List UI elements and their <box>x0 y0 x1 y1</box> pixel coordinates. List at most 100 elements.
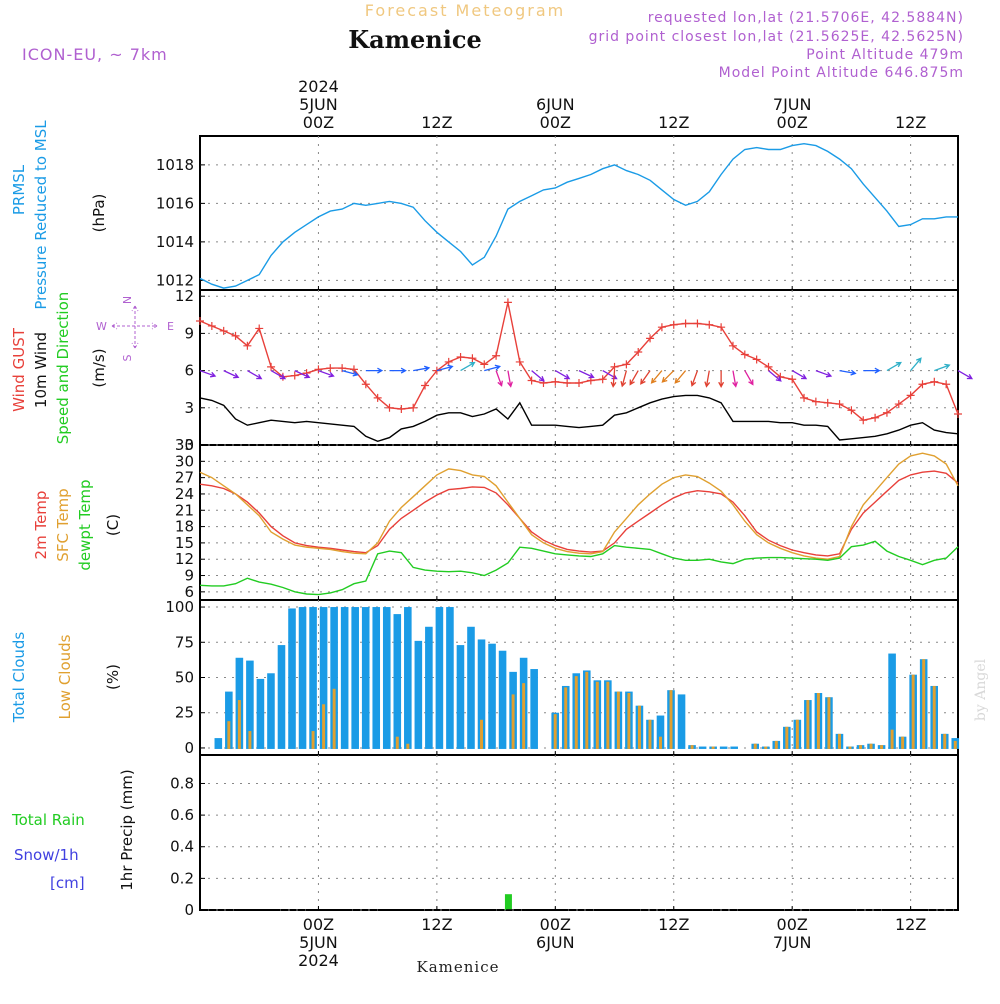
total-cloud-bar <box>530 669 538 749</box>
gust-marker <box>575 379 583 387</box>
temperature-series-dewpt-temp <box>199 540 959 596</box>
gust-marker <box>681 319 690 328</box>
total-cloud-bar <box>298 607 307 749</box>
gust-marker <box>421 381 430 390</box>
low-cloud-bar <box>943 733 947 749</box>
wind-direction-arrow <box>620 370 628 388</box>
wind-direction-arrow <box>744 370 754 386</box>
low-cloud-bar <box>332 688 336 749</box>
bottom-date-label: 6JUN <box>536 933 575 952</box>
panel-precipitation: 0 0.2 0.4 0.6 0.8 <box>170 754 959 919</box>
gust-marker <box>610 362 619 371</box>
wind-direction-arrow <box>957 370 974 380</box>
panel-labels: PRMSL Pressure Reduced to MSL (hPa) Wind GU… <box>10 120 174 892</box>
total-clouds-label: Total Clouds <box>10 632 28 724</box>
wind-gust-label: Wind GUST <box>10 327 28 412</box>
gust-marker <box>906 391 915 400</box>
gust-marker <box>551 377 560 386</box>
model-altitude: Model Point Altitude 646.875m <box>719 65 964 81</box>
low-cloud-bar <box>932 685 936 749</box>
gust-marker <box>361 380 370 389</box>
low-cloud-bar <box>901 736 905 749</box>
temperature-frame <box>199 444 959 601</box>
total-cloud-bar <box>225 691 233 749</box>
gust-marker <box>290 371 299 380</box>
pressure-frame <box>199 135 959 291</box>
wind-direction-arrow <box>223 370 240 379</box>
gust-marker <box>634 348 643 356</box>
total-cloud-bar <box>372 607 381 749</box>
wind-direction-arrow <box>718 370 725 388</box>
wind-ytick-label: 0 <box>184 436 194 454</box>
gust-marker <box>385 403 394 412</box>
total-cloud-bar <box>351 607 359 749</box>
gust-marker <box>657 323 666 332</box>
low-cloud-bar <box>911 674 915 749</box>
wind-direction-arrow <box>815 369 833 378</box>
low-cloud-bar <box>890 729 894 749</box>
top-time-tick: 12Z <box>895 113 926 132</box>
temp-ylabel: (C) <box>104 514 122 536</box>
temperature-ytick-label: 27 <box>175 469 194 487</box>
low-cloud-bar <box>522 683 526 749</box>
gust-marker <box>882 408 891 417</box>
pressure-ylabel: (hPa) <box>90 194 108 233</box>
gust-marker <box>942 380 951 389</box>
bottom-time-tick: 00Z <box>777 915 808 934</box>
temperature-ytick-label: 33 <box>175 436 194 454</box>
total-cloud-bar <box>435 607 444 749</box>
gust-marker <box>207 321 216 330</box>
gust-marker <box>326 364 335 373</box>
gust-marker <box>740 350 749 359</box>
low-cloud-bar <box>511 694 515 749</box>
temperature-ytick-label: 9 <box>184 567 194 585</box>
total-cloud-bar <box>467 626 475 749</box>
gust-marker <box>468 354 477 363</box>
gust-marker <box>243 341 252 350</box>
gust-marker <box>563 379 572 387</box>
low-cloud-bar <box>774 740 778 749</box>
bottom-year-label: 2024 <box>298 951 339 970</box>
total-cloud-bar <box>361 607 370 749</box>
gust-marker <box>646 334 655 343</box>
temp-sfc-label: SFC Temp <box>54 488 72 561</box>
wind-ytick-label: 12 <box>175 287 194 305</box>
temp-2m-label: 2m Temp <box>32 491 50 560</box>
wind-series-wind-gust <box>199 302 959 421</box>
panel-wind: 0 3 6 9 12 <box>175 287 974 454</box>
low-cloud-bar <box>637 705 641 749</box>
compass-s: S <box>121 354 134 361</box>
low-cloud-bar <box>616 691 620 749</box>
low-cloud-bar <box>248 731 252 749</box>
wind-series-10m-wind <box>199 394 959 443</box>
precipitation-frame <box>199 754 959 911</box>
top-time-tick: 12Z <box>658 113 689 132</box>
wind-direction-arrow <box>531 370 545 382</box>
top-time-tick: 00Z <box>777 113 808 132</box>
total-cloud-bar <box>477 639 486 749</box>
temperature-ytick-label: 15 <box>175 534 194 552</box>
gust-marker <box>930 377 939 386</box>
temperature-series-sfc-temp <box>199 452 959 560</box>
low-cloud-bar <box>648 719 652 749</box>
top-year-label: 2024 <box>298 77 339 96</box>
gust-marker <box>752 355 761 364</box>
low-cloud-bar <box>595 681 599 749</box>
clouds-ytick-label: 75 <box>175 633 194 651</box>
total-cloud-bar <box>340 607 349 749</box>
clouds-ytick-label: 0 <box>184 739 194 757</box>
low-cloud-bar <box>753 743 757 749</box>
low-cloud-bar <box>764 746 768 749</box>
low-cloud-bar <box>574 676 578 749</box>
gust-marker <box>444 357 453 366</box>
top-time-tick: 12Z <box>421 113 452 132</box>
clouds-ytick-label: 50 <box>175 669 194 687</box>
low-cloud-bar <box>827 697 831 749</box>
gust-marker <box>728 341 737 350</box>
watermark: by Angel <box>973 658 989 721</box>
wind-direction-arrow <box>436 364 454 372</box>
wind-direction-arrow <box>768 370 782 382</box>
low-cloud-bar <box>795 719 799 749</box>
